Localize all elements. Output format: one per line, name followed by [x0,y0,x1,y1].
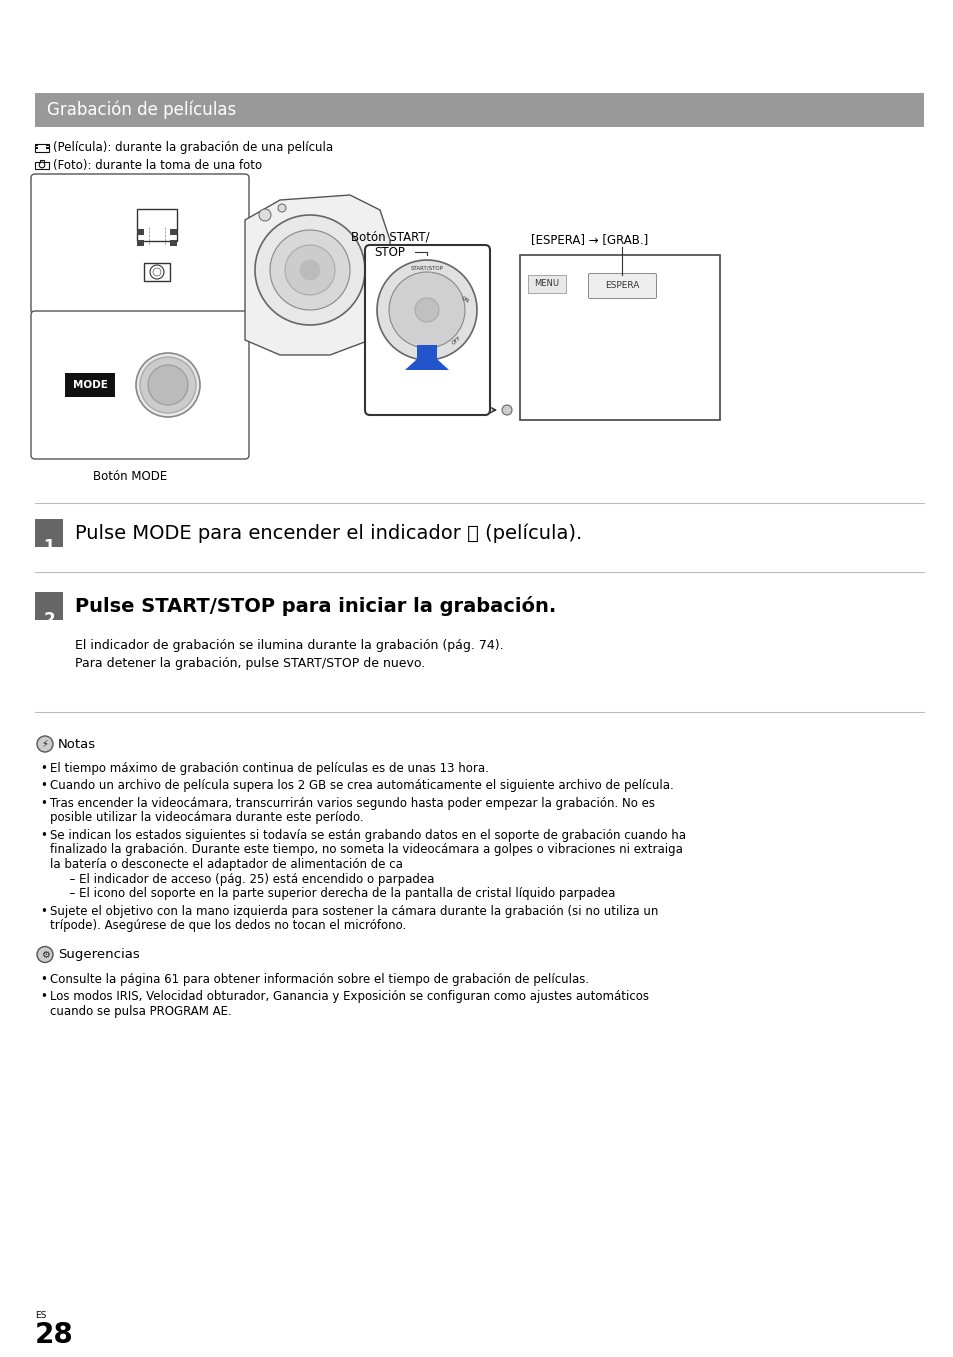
Text: El tiempo máximo de grabación continua de películas es de unas 13 hora.: El tiempo máximo de grabación continua d… [50,763,488,775]
Circle shape [152,267,161,275]
Text: •: • [40,797,47,810]
Bar [35,592,63,620]
Bar [137,229,144,235]
Text: (Foto): durante la toma de una foto: (Foto): durante la toma de una foto [53,159,262,171]
Text: •: • [40,779,47,792]
Bar [35,147,38,149]
Bar [137,240,144,246]
Text: ON: ON [459,296,470,304]
Circle shape [39,163,45,168]
Text: la batería o desconecte el adaptador de alimentación de ca: la batería o desconecte el adaptador de … [50,858,402,871]
FancyBboxPatch shape [588,274,656,299]
Bar [137,209,177,242]
Text: 1: 1 [43,537,54,556]
Text: Tras encender la videocámara, transcurrirán varios segundo hasta poder empezar l: Tras encender la videocámara, transcurri… [50,797,655,810]
Text: Botón START/: Botón START/ [351,231,429,243]
Text: Consulte la página 61 para obtener información sobre el tiempo de grabación de p: Consulte la página 61 para obtener infor… [50,973,589,985]
Bar [46,144,49,147]
Circle shape [140,357,195,413]
Bar [35,94,923,128]
Bar [170,229,177,235]
Text: (Película): durante la grabación de una película: (Película): durante la grabación de una … [53,141,333,155]
Circle shape [258,209,271,221]
Text: El indicador de grabación se ilumina durante la grabación (pág. 74).: El indicador de grabación se ilumina dur… [75,639,503,653]
Circle shape [37,946,53,962]
Text: START/STOP: START/STOP [410,266,443,270]
Bar [35,518,63,547]
Circle shape [277,204,286,212]
Bar [416,345,436,370]
Text: Notas: Notas [58,737,96,750]
Circle shape [376,261,476,360]
Text: •: • [40,763,47,775]
Bar [527,275,565,293]
Bar [519,255,720,421]
Circle shape [150,265,164,280]
Bar [35,161,49,168]
Text: Pulse MODE para encender el indicador ⌗ (película).: Pulse MODE para encender el indicador ⌗ … [75,524,581,543]
Text: MENU: MENU [534,280,558,289]
Bar [65,373,115,398]
Text: •: • [40,829,47,841]
Circle shape [299,261,319,280]
Circle shape [415,299,438,322]
Circle shape [389,271,464,347]
Text: Sugerencias: Sugerencias [58,949,139,961]
Text: Se indican los estados siguientes si todavía se están grabando datos en el sopor: Se indican los estados siguientes si tod… [50,829,685,841]
Text: •: • [40,991,47,1003]
Circle shape [148,365,188,404]
Text: OFF: OFF [451,335,462,345]
Bar [35,144,38,147]
Text: Sujete el objetivo con la mano izquierda para sostener la cámara durante la grab: Sujete el objetivo con la mano izquierda… [50,905,658,917]
Text: – El icono del soporte en la parte superior derecha de la pantalla de cristal lí: – El icono del soporte en la parte super… [62,887,615,900]
Text: ES: ES [35,1311,47,1319]
Text: trípode). Asegúrese de que los dedos no tocan el micrófono.: trípode). Asegúrese de que los dedos no … [50,919,406,932]
Polygon shape [405,350,449,370]
Bar [46,147,49,149]
Bar [35,144,49,152]
Text: MODE: MODE [72,380,108,389]
Circle shape [285,246,335,294]
FancyBboxPatch shape [30,174,249,313]
Polygon shape [245,195,390,356]
Circle shape [37,735,53,752]
Text: •: • [40,973,47,985]
Text: Cuando un archivo de película supera los 2 GB se crea automáticamente el siguien: Cuando un archivo de película supera los… [50,779,673,792]
Text: ESPERA: ESPERA [604,281,639,290]
Circle shape [136,353,200,417]
Circle shape [254,214,365,324]
Bar [152,271,161,277]
Text: STOP: STOP [375,246,405,258]
Text: Grabación de películas: Grabación de películas [47,100,236,119]
Text: [ESPERA] → [GRAB.]: [ESPERA] → [GRAB.] [531,233,648,247]
Bar [170,240,177,246]
Bar [40,160,44,163]
Circle shape [270,229,350,309]
Bar [144,263,170,281]
Text: posible utilizar la videocámara durante este período.: posible utilizar la videocámara durante … [50,811,363,825]
Circle shape [501,404,512,415]
Text: Para detener la grabación, pulse START/STOP de nuevo.: Para detener la grabación, pulse START/S… [75,657,425,669]
FancyBboxPatch shape [30,311,249,459]
Text: •: • [40,905,47,917]
Text: Los modos IRIS, Velocidad obturador, Ganancia y Exposición se configuran como aj: Los modos IRIS, Velocidad obturador, Gan… [50,991,648,1003]
Text: cuando se pulsa PROGRAM AE.: cuando se pulsa PROGRAM AE. [50,1004,232,1018]
Text: Pulse START/STOP para iniciar la grabación.: Pulse START/STOP para iniciar la grabaci… [75,596,556,616]
Text: 28: 28 [35,1320,73,1349]
Text: – El indicador de acceso (pág. 25) está encendido o parpadea: – El indicador de acceso (pág. 25) está … [62,873,434,886]
Text: finalizado la grabación. Durante este tiempo, no someta la videocámara a golpes : finalizado la grabación. Durante este ti… [50,844,682,856]
Text: ⚡: ⚡ [42,740,49,749]
FancyBboxPatch shape [365,246,490,415]
Text: 2: 2 [43,611,54,630]
Text: Botón MODE: Botón MODE [92,471,167,483]
Text: ⚙: ⚙ [41,950,50,959]
